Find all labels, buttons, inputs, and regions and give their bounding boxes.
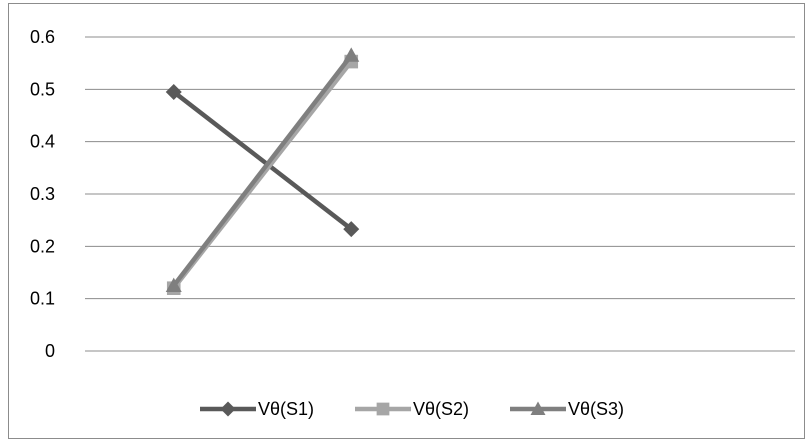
legend-label: Vθ(S1) bbox=[258, 399, 314, 419]
legend-label: Vθ(S2) bbox=[413, 399, 469, 419]
series-group bbox=[165, 47, 360, 295]
series-3 bbox=[165, 47, 360, 292]
series-line bbox=[171, 53, 354, 287]
y-tick-label: 0.2 bbox=[30, 236, 55, 256]
y-tick-label: 0.4 bbox=[30, 132, 55, 152]
legend-item: Vθ(S1) bbox=[200, 399, 314, 419]
y-tick-label: 0 bbox=[45, 341, 55, 361]
legend-marker bbox=[376, 402, 390, 416]
legend-marker bbox=[530, 401, 546, 415]
y-axis-ticks: 0 0.1 0.2 0.3 0.4 0.5 0.6 bbox=[30, 27, 55, 361]
series-1 bbox=[165, 83, 360, 238]
y-tick-label: 0.1 bbox=[30, 289, 55, 309]
series-line bbox=[172, 90, 353, 231]
y-tick-label: 0.3 bbox=[30, 184, 55, 204]
legend-marker bbox=[220, 401, 236, 417]
y-tick-label: 0.5 bbox=[30, 79, 55, 99]
data-point bbox=[343, 221, 360, 238]
chart-frame bbox=[8, 3, 805, 439]
legend-label: Vθ(S3) bbox=[568, 399, 624, 419]
data-point bbox=[343, 47, 360, 62]
data-point bbox=[165, 83, 182, 100]
legend-item: Vθ(S3) bbox=[510, 399, 624, 419]
gridlines bbox=[85, 36, 795, 352]
y-tick-label: 0.6 bbox=[30, 27, 55, 47]
legend: Vθ(S1) Vθ(S2) Vθ(S3) bbox=[200, 399, 624, 419]
legend-item: Vθ(S2) bbox=[355, 399, 469, 419]
data-point bbox=[165, 277, 182, 292]
